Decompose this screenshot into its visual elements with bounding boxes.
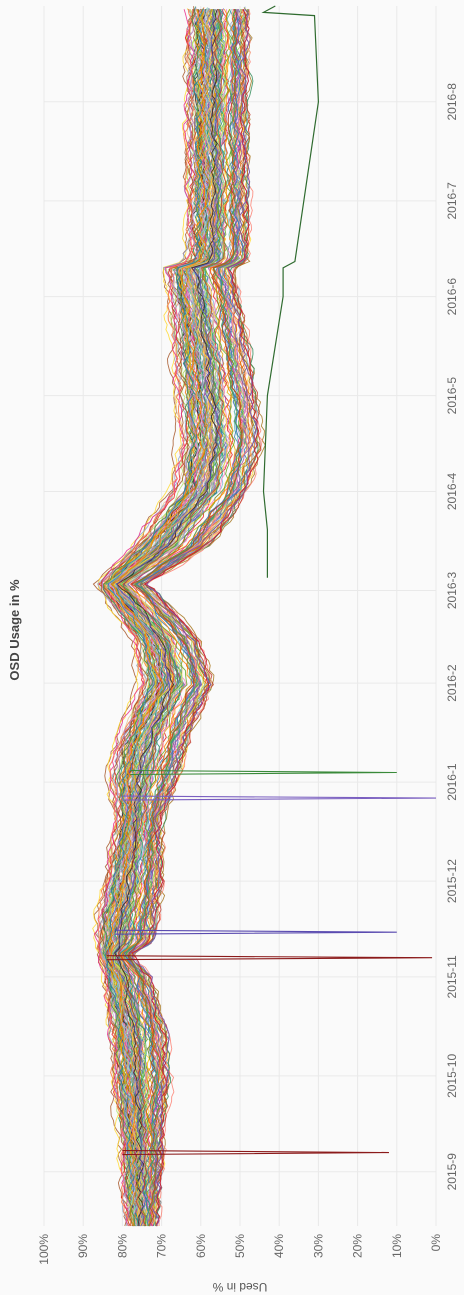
osd-series-line (110, 8, 216, 1227)
x-tick-label: 2016-5 (445, 377, 459, 415)
osd-series-line (124, 9, 249, 1226)
osd-series-line (104, 8, 207, 1193)
x-tick-label: 2016-3 (445, 571, 459, 609)
osd-series-line (118, 9, 229, 1227)
osd-series-line (121, 9, 244, 1184)
osd-series-line (93, 9, 195, 1227)
chart-title: OSD Usage in % (7, 579, 22, 681)
x-tick-label: 2015-10 (445, 1054, 459, 1098)
x-tick-label: 2016-7 (445, 182, 459, 220)
x-tick-label: 2015-12 (445, 859, 459, 903)
x-tick-label: 2016-4 (445, 472, 459, 510)
y-tick-label: 50% (233, 1234, 247, 1258)
y-tick-label: 20% (351, 1234, 365, 1258)
y-axis-title: Used in % (212, 1280, 267, 1294)
osd-series-line (120, 8, 234, 1227)
osd-series-line (108, 8, 208, 1227)
y-tick-label: 80% (115, 1234, 129, 1258)
osd-series-line (127, 7, 261, 1182)
y-tick-label: 70% (155, 1234, 169, 1258)
y-tick-label: 10% (390, 1234, 404, 1258)
spike-line (130, 769, 397, 776)
x-tick-label: 2016-6 (445, 278, 459, 316)
y-tick-label: 100% (37, 1234, 51, 1265)
axes: 100% 90% 80% 70% 60% 50% 40% 30% 20% 10% 0% 2015-9 2… (37, 83, 459, 1265)
osd-series-line (109, 9, 207, 1165)
osd-series-line (99, 7, 200, 1211)
osd-series-line (125, 9, 243, 1227)
osd-series-line (131, 9, 259, 1227)
x-tick-label: 2016-8 (445, 83, 459, 121)
x-tick-label: 2016-1 (445, 763, 459, 801)
osd-series-line (112, 9, 217, 1227)
x-tick-label: 2015-9 (445, 1153, 459, 1191)
osd-series-line (117, 9, 227, 1227)
y-tick-label: 90% (76, 1234, 90, 1258)
osd-series-line (128, 8, 243, 1227)
y-tick-label: 30% (311, 1234, 325, 1258)
x-tick-label: 2016-2 (445, 664, 459, 702)
osd-series-line (97, 9, 195, 1227)
spike-line (122, 795, 437, 801)
osd-series-line (114, 9, 218, 1227)
y-tick-label: 0% (429, 1234, 443, 1252)
osd-series-line (131, 8, 258, 1227)
spike-line (122, 1149, 389, 1156)
outlier-series-line (261, 5, 320, 578)
y-tick-label: 40% (272, 1234, 286, 1258)
series-lines (92, 5, 437, 1227)
spike-line (106, 955, 433, 961)
osd-series-line (102, 9, 204, 1227)
x-tick-label: 2015-11 (445, 955, 459, 998)
spike-line (114, 929, 397, 935)
osd-series-line (112, 9, 221, 1227)
y-tick-label: 60% (194, 1234, 208, 1258)
